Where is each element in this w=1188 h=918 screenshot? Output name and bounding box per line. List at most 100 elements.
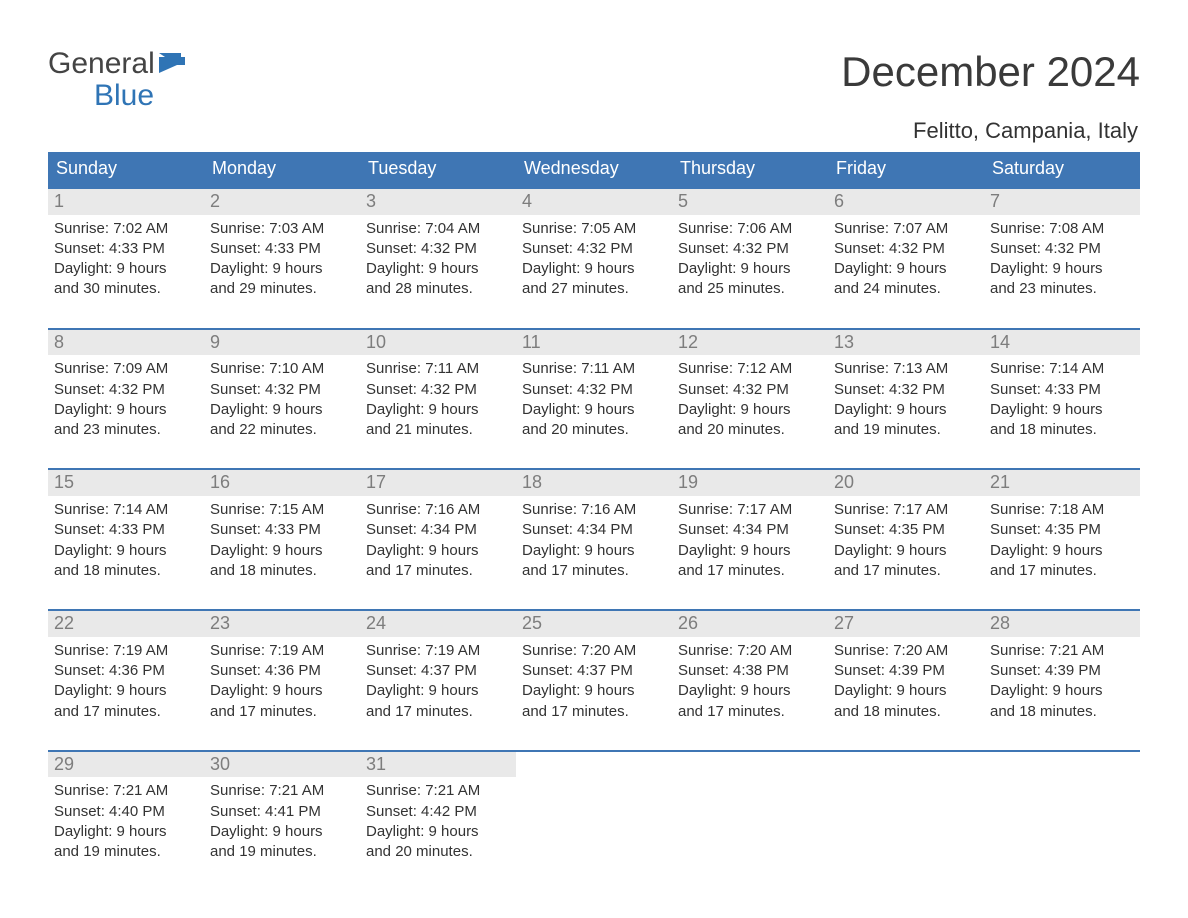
day-number: 19 <box>672 470 828 496</box>
daylight-text: Daylight: 9 hours <box>834 400 980 420</box>
day-number: 3 <box>360 189 516 215</box>
sunrise-text: Sunrise: 7:17 AM <box>834 500 980 520</box>
calendar-day: 17Sunrise: 7:16 AMSunset: 4:34 PMDayligh… <box>360 470 516 601</box>
sunset-text: Sunset: 4:42 PM <box>366 802 512 822</box>
sunset-text: Sunset: 4:32 PM <box>990 239 1136 259</box>
sunset-text: Sunset: 4:32 PM <box>54 380 200 400</box>
day-header: Sunday <box>48 152 204 187</box>
day-header: Friday <box>828 152 984 187</box>
daylight-text: and 17 minutes. <box>366 702 512 722</box>
day-body: Sunrise: 7:06 AMSunset: 4:32 PMDaylight:… <box>672 215 828 320</box>
sunset-text: Sunset: 4:37 PM <box>366 661 512 681</box>
daylight-text: Daylight: 9 hours <box>678 400 824 420</box>
daylight-text: and 22 minutes. <box>210 420 356 440</box>
day-number: 13 <box>828 330 984 356</box>
calendar-day: 27Sunrise: 7:20 AMSunset: 4:39 PMDayligh… <box>828 611 984 742</box>
daylight-text: Daylight: 9 hours <box>990 400 1136 420</box>
day-number: 22 <box>48 611 204 637</box>
daylight-text: and 23 minutes. <box>54 420 200 440</box>
sunrise-text: Sunrise: 7:20 AM <box>522 641 668 661</box>
sunrise-text: Sunrise: 7:20 AM <box>678 641 824 661</box>
daylight-text: Daylight: 9 hours <box>834 259 980 279</box>
day-body: Sunrise: 7:19 AMSunset: 4:36 PMDaylight:… <box>204 637 360 742</box>
calendar-day: 12Sunrise: 7:12 AMSunset: 4:32 PMDayligh… <box>672 330 828 461</box>
calendar-day: 21Sunrise: 7:18 AMSunset: 4:35 PMDayligh… <box>984 470 1140 601</box>
day-body: Sunrise: 7:21 AMSunset: 4:40 PMDaylight:… <box>48 777 204 870</box>
week-row: 15Sunrise: 7:14 AMSunset: 4:33 PMDayligh… <box>48 468 1140 601</box>
daylight-text: and 17 minutes. <box>210 702 356 722</box>
sunset-text: Sunset: 4:34 PM <box>678 520 824 540</box>
day-number: 26 <box>672 611 828 637</box>
daylight-text: and 18 minutes. <box>54 561 200 581</box>
daylight-text: Daylight: 9 hours <box>522 681 668 701</box>
daylight-text: and 20 minutes. <box>522 420 668 440</box>
day-number: 31 <box>360 752 516 778</box>
sunset-text: Sunset: 4:33 PM <box>54 520 200 540</box>
daylight-text: and 19 minutes. <box>834 420 980 440</box>
day-number: 15 <box>48 470 204 496</box>
daylight-text: and 18 minutes. <box>990 420 1136 440</box>
daylight-text: and 25 minutes. <box>678 279 824 299</box>
daylight-text: Daylight: 9 hours <box>990 681 1136 701</box>
sunset-text: Sunset: 4:32 PM <box>834 380 980 400</box>
sunrise-text: Sunrise: 7:21 AM <box>54 781 200 801</box>
day-body: Sunrise: 7:19 AMSunset: 4:36 PMDaylight:… <box>48 637 204 742</box>
sunset-text: Sunset: 4:33 PM <box>210 239 356 259</box>
month-title: December 2024 <box>841 48 1140 96</box>
sunrise-text: Sunrise: 7:11 AM <box>366 359 512 379</box>
daylight-text: and 24 minutes. <box>834 279 980 299</box>
day-number: 17 <box>360 470 516 496</box>
sunset-text: Sunset: 4:39 PM <box>834 661 980 681</box>
calendar-day: 31Sunrise: 7:21 AMSunset: 4:42 PMDayligh… <box>360 752 516 871</box>
day-body: Sunrise: 7:16 AMSunset: 4:34 PMDaylight:… <box>516 496 672 601</box>
daylight-text: and 17 minutes. <box>990 561 1136 581</box>
sunrise-text: Sunrise: 7:12 AM <box>678 359 824 379</box>
calendar-day <box>828 752 984 871</box>
daylight-text: Daylight: 9 hours <box>990 259 1136 279</box>
sunrise-text: Sunrise: 7:03 AM <box>210 219 356 239</box>
sunrise-text: Sunrise: 7:14 AM <box>990 359 1136 379</box>
daylight-text: Daylight: 9 hours <box>210 681 356 701</box>
sunrise-text: Sunrise: 7:16 AM <box>522 500 668 520</box>
day-number: 12 <box>672 330 828 356</box>
day-number: 28 <box>984 611 1140 637</box>
day-body: Sunrise: 7:21 AMSunset: 4:42 PMDaylight:… <box>360 777 516 870</box>
day-body: Sunrise: 7:19 AMSunset: 4:37 PMDaylight:… <box>360 637 516 742</box>
day-body: Sunrise: 7:08 AMSunset: 4:32 PMDaylight:… <box>984 215 1140 320</box>
sunrise-text: Sunrise: 7:07 AM <box>834 219 980 239</box>
day-number: 14 <box>984 330 1140 356</box>
daylight-text: Daylight: 9 hours <box>366 822 512 842</box>
daylight-text: Daylight: 9 hours <box>678 541 824 561</box>
sunset-text: Sunset: 4:32 PM <box>834 239 980 259</box>
daylight-text: and 17 minutes. <box>678 702 824 722</box>
calendar-day: 15Sunrise: 7:14 AMSunset: 4:33 PMDayligh… <box>48 470 204 601</box>
day-body: Sunrise: 7:11 AMSunset: 4:32 PMDaylight:… <box>516 355 672 460</box>
day-body: Sunrise: 7:04 AMSunset: 4:32 PMDaylight:… <box>360 215 516 320</box>
day-number: 1 <box>48 189 204 215</box>
daylight-text: and 18 minutes. <box>210 561 356 581</box>
daylight-text: and 30 minutes. <box>54 279 200 299</box>
sunset-text: Sunset: 4:32 PM <box>678 239 824 259</box>
calendar-day: 7Sunrise: 7:08 AMSunset: 4:32 PMDaylight… <box>984 189 1140 320</box>
day-body: Sunrise: 7:18 AMSunset: 4:35 PMDaylight:… <box>984 496 1140 601</box>
daylight-text: Daylight: 9 hours <box>834 541 980 561</box>
calendar-day: 30Sunrise: 7:21 AMSunset: 4:41 PMDayligh… <box>204 752 360 871</box>
sunset-text: Sunset: 4:32 PM <box>210 380 356 400</box>
calendar-day: 26Sunrise: 7:20 AMSunset: 4:38 PMDayligh… <box>672 611 828 742</box>
location: Felitto, Campania, Italy <box>841 118 1140 144</box>
day-header: Tuesday <box>360 152 516 187</box>
day-number: 20 <box>828 470 984 496</box>
calendar-day: 4Sunrise: 7:05 AMSunset: 4:32 PMDaylight… <box>516 189 672 320</box>
daylight-text: and 17 minutes. <box>54 702 200 722</box>
daylight-text: and 18 minutes. <box>990 702 1136 722</box>
day-number: 10 <box>360 330 516 356</box>
sunset-text: Sunset: 4:32 PM <box>366 380 512 400</box>
day-number: 27 <box>828 611 984 637</box>
day-number: 8 <box>48 330 204 356</box>
calendar-day: 11Sunrise: 7:11 AMSunset: 4:32 PMDayligh… <box>516 330 672 461</box>
day-body: Sunrise: 7:11 AMSunset: 4:32 PMDaylight:… <box>360 355 516 460</box>
daylight-text: and 17 minutes. <box>678 561 824 581</box>
day-body: Sunrise: 7:20 AMSunset: 4:37 PMDaylight:… <box>516 637 672 742</box>
day-body: Sunrise: 7:07 AMSunset: 4:32 PMDaylight:… <box>828 215 984 320</box>
day-body: Sunrise: 7:20 AMSunset: 4:39 PMDaylight:… <box>828 637 984 742</box>
